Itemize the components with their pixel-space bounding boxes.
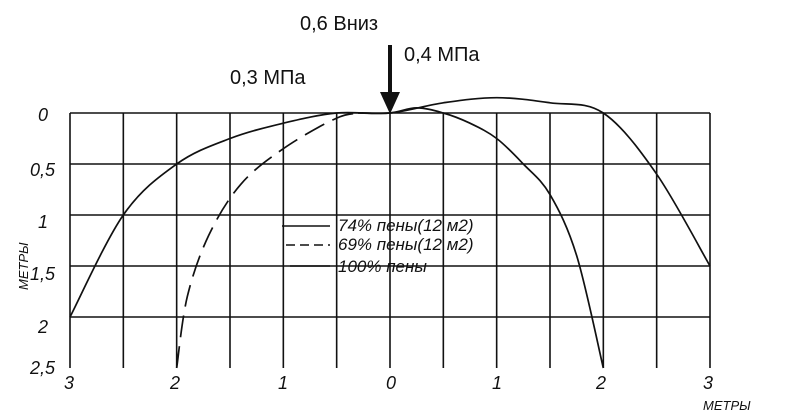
x-tick-label: 1 bbox=[492, 373, 502, 393]
y-tick-label: 1,5 bbox=[30, 264, 56, 284]
legend: 74% пены(12 м2) 69% пены(12 м2) 100% пен… bbox=[282, 216, 474, 276]
x-tick-label: 0 bbox=[386, 373, 396, 393]
x-tick-label: 3 bbox=[703, 373, 713, 393]
y-tick-label: 0 bbox=[38, 105, 48, 125]
right-load-label: 0,4 МПа bbox=[404, 44, 480, 66]
load-arrow-icon bbox=[380, 45, 400, 114]
series-2-line bbox=[175, 112, 364, 369]
series-3-line bbox=[357, 107, 605, 369]
y-tick-labels: 0 0,5 1 1,5 2 2,5 bbox=[29, 105, 56, 378]
x-axis-title: МЕТРЫ bbox=[703, 398, 751, 413]
x-tick-label: 2 bbox=[169, 373, 180, 393]
center-load-label: 0,6 Вниз bbox=[300, 13, 378, 35]
y-tick-label: 1 bbox=[38, 212, 48, 232]
x-tick-label: 1 bbox=[278, 373, 288, 393]
y-axis-title: МЕТРЫ bbox=[16, 242, 31, 290]
x-tick-labels: 3 2 1 0 1 2 3 bbox=[64, 373, 713, 393]
legend-label-1: 74% пены(12 м2) bbox=[338, 216, 474, 235]
x-tick-label: 2 bbox=[595, 373, 606, 393]
y-tick-label: 2,5 bbox=[29, 358, 56, 378]
legend-label-3: 100% пены bbox=[338, 257, 427, 276]
y-tick-label: 0,5 bbox=[30, 160, 56, 180]
y-tick-label: 2 bbox=[37, 317, 48, 337]
left-load-label: 0,3 МПа bbox=[230, 67, 306, 89]
x-tick-label: 3 bbox=[64, 373, 74, 393]
legend-label-2: 69% пены(12 м2) bbox=[338, 235, 474, 254]
